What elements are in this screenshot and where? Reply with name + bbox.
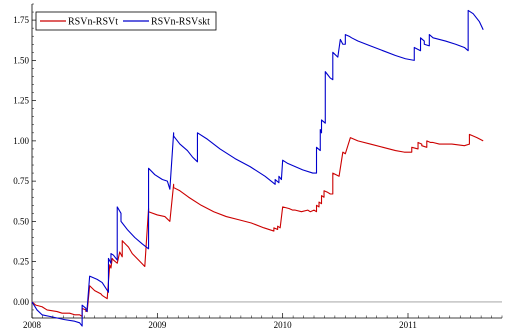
x-tick-label: 2010: [274, 320, 293, 329]
y-tick-label: 0.75: [13, 176, 29, 186]
y-tick-label: 1.75: [13, 15, 29, 25]
axes-frame: [31, 4, 502, 319]
series-lines: [31, 9, 484, 327]
x-tick-label: 2008: [23, 320, 42, 329]
x-axis-ticks: 2008 2009 2010 2011: [23, 313, 503, 329]
y-tick-label: 0.50: [13, 216, 29, 226]
y-tick-label: 1.50: [13, 55, 29, 65]
y-tick-label: 1.00: [13, 136, 29, 146]
y-tick-label: 0.25: [13, 257, 29, 267]
x-tick-label: 2011: [399, 320, 417, 329]
y-tick-label: 0.00: [13, 297, 29, 307]
legend-label-1: RSVn-RSVskt: [151, 17, 210, 28]
series-line-0: [31, 133, 484, 317]
legend: RSVn-RSVt RSVn-RSVskt: [35, 11, 217, 31]
legend-label-0: RSVn-RSVt: [68, 17, 118, 28]
y-axis-ticks: 0.00 0.25 0.50 0.75 1.00 1.25 1.50 1.75: [13, 3, 36, 319]
x-tick-label: 2009: [148, 320, 167, 329]
y-tick-label: 1.25: [13, 96, 29, 106]
series-line-1: [31, 9, 484, 327]
